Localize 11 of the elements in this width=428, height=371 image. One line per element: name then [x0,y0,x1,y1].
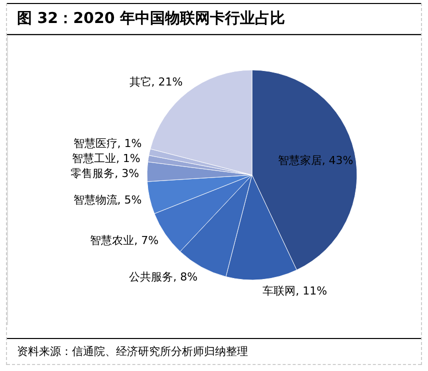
text: 资料来源：信通院、经济研究所分析师归纳整理 [7,338,421,365]
slice-label: 智慧物流, 5% [73,194,142,207]
chart-title: 图 32：2020 年中国物联网卡行业占比 [7,3,421,35]
slice-label: 其它, 21% [129,76,183,89]
slice-label: 智慧家居, 43% [278,154,354,167]
slice-label: 智慧工业, 1% [72,152,140,166]
slice-label: 车联网, 11% [262,284,328,298]
slice-label: 智慧医疗, 1% [73,137,142,150]
slice-label: 公共服务, 8% [129,270,198,284]
slice-label: 智慧农业, 7% [90,234,159,247]
slice-label: 零售服务, 3% [70,167,140,180]
